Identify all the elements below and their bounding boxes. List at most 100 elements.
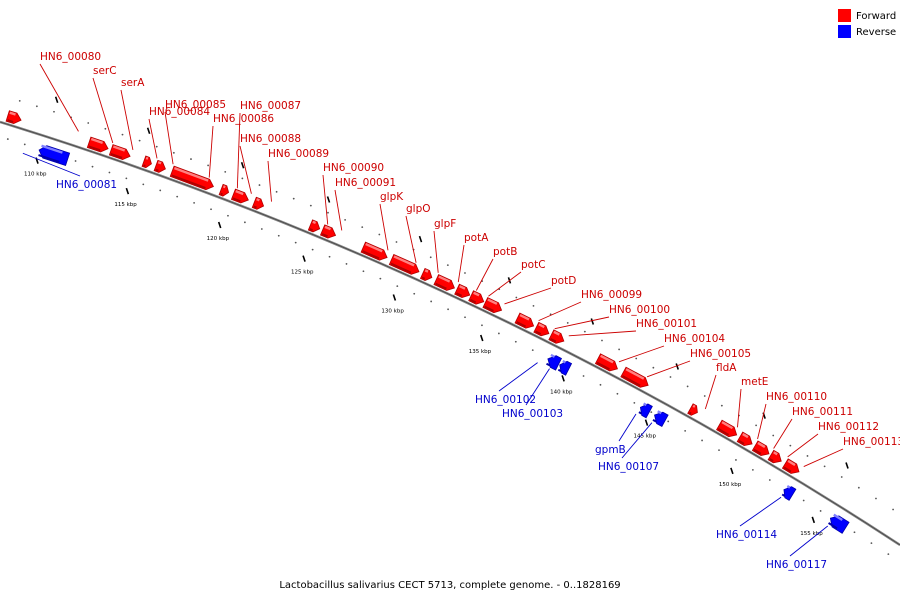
gene-label: HN6_00081 xyxy=(56,179,117,191)
gene-arrow-highlight xyxy=(473,291,480,297)
minor-tick xyxy=(23,143,26,146)
gene-leader-line xyxy=(568,330,637,337)
gene-arrow-shadow xyxy=(321,233,328,238)
gene-leader-line xyxy=(704,374,717,410)
minor-tick xyxy=(633,401,636,404)
gene-label: HN6_00107 xyxy=(598,461,659,473)
major-tick xyxy=(240,162,245,169)
minor-tick xyxy=(108,171,111,174)
gene-label: HN6_00090 xyxy=(323,162,384,174)
gene-label: HN6_00085 xyxy=(165,99,226,111)
gene-arrow xyxy=(251,196,265,210)
gene-arrow-shadow xyxy=(88,145,101,152)
gene-label: HN6_00117 xyxy=(766,559,827,571)
minor-tick xyxy=(789,444,792,447)
gene-leader-line xyxy=(737,388,742,428)
gene-arrow-highlight xyxy=(9,111,16,116)
major-tick xyxy=(125,187,130,195)
gene-leader-line xyxy=(646,360,691,378)
gene-arrow-highlight xyxy=(553,330,560,336)
minor-tick xyxy=(260,228,263,230)
gene-leader-line xyxy=(405,215,417,263)
gene-label: potD xyxy=(551,275,576,287)
gene-arrow-shadow xyxy=(390,262,412,274)
gene-arrow xyxy=(482,297,503,314)
minor-tick xyxy=(566,322,569,324)
gene-arrow-shadow xyxy=(688,411,692,415)
minor-tick xyxy=(616,392,619,395)
minor-tick xyxy=(802,499,805,502)
gene-arrow-highlight xyxy=(438,275,451,283)
major-tick xyxy=(644,419,649,426)
minor-tick xyxy=(582,375,585,377)
minor-tick xyxy=(532,304,535,307)
minor-tick xyxy=(87,122,90,124)
minor-tick xyxy=(241,177,244,180)
gene-arrow xyxy=(781,458,800,474)
gene-arrow xyxy=(153,159,166,173)
minor-tick xyxy=(362,270,365,273)
minor-tick xyxy=(155,145,158,148)
gene-arrow-shadow xyxy=(828,522,838,530)
major-tick xyxy=(675,363,680,370)
gene-arrow-highlight xyxy=(112,145,126,152)
gene-label: HN6_00103 xyxy=(502,408,563,420)
gene-arrow-body xyxy=(388,253,420,275)
gene-arrow-shadow xyxy=(309,228,313,232)
gene-arrow xyxy=(5,110,22,125)
gene-arrow-highlight xyxy=(786,485,791,489)
gene-leader-line xyxy=(208,125,214,178)
minor-tick xyxy=(650,411,653,413)
gene-arrow xyxy=(548,329,565,344)
gene-leader-line xyxy=(236,112,241,189)
gene-arrow-shadow xyxy=(220,192,223,196)
minor-tick xyxy=(875,497,877,500)
minor-tick xyxy=(275,190,278,193)
gene-leader-line xyxy=(92,77,114,144)
gene-arrow-shadow xyxy=(638,411,643,415)
gene-arrow xyxy=(307,219,321,233)
minor-tick xyxy=(6,138,9,140)
minor-tick xyxy=(887,553,890,556)
gene-arrow-highlight xyxy=(90,137,104,144)
minor-tick xyxy=(277,234,280,237)
gene-leader-line xyxy=(22,152,81,177)
minor-tick xyxy=(857,486,860,489)
minor-tick xyxy=(125,177,128,180)
gene-arrow xyxy=(433,274,455,291)
strand-legend: Forward Reverse xyxy=(838,9,896,38)
gene-leader-line xyxy=(504,287,552,305)
gene-arrow-body xyxy=(433,274,455,291)
major-tick xyxy=(730,467,734,475)
gene-labels: HN6_00080HN6_00081serCserAHN6_00084HN6_0… xyxy=(22,51,900,571)
scale-tick-label: 145 kbp xyxy=(634,434,657,440)
gene-arrow-shadow xyxy=(783,466,792,473)
gene-leader-line xyxy=(757,403,767,440)
legend-reverse-label: Reverse xyxy=(856,27,896,38)
minor-tick xyxy=(652,366,655,369)
gene-arrow-shadow xyxy=(362,250,380,260)
gene-leader-line xyxy=(618,413,637,442)
gene-arrow-shadow xyxy=(769,458,774,462)
gene-arrow xyxy=(687,403,698,416)
minor-tick xyxy=(823,465,826,468)
gene-arrow-body xyxy=(594,353,618,372)
gene-arrow xyxy=(546,353,563,371)
gene-label: HN6_00102 xyxy=(475,394,536,406)
gene-label: HN6_00105 xyxy=(690,348,751,360)
gene-arrow-body xyxy=(783,486,797,501)
gene-arrow-highlight xyxy=(393,255,415,267)
minor-tick xyxy=(853,531,856,534)
gene-arrow-shadow xyxy=(621,375,641,387)
gene-arrow xyxy=(454,283,471,298)
gene-label: HN6_00087 xyxy=(240,100,301,112)
minor-tick xyxy=(328,255,331,258)
gene-label: HN6_00113 xyxy=(843,436,900,448)
minor-tick xyxy=(870,542,873,545)
gene-arrow-shadow xyxy=(781,493,786,497)
gene-arrow xyxy=(38,144,71,167)
gene-arrow-highlight xyxy=(657,410,662,415)
gene-leader-line xyxy=(475,258,494,291)
minor-tick xyxy=(361,226,364,229)
